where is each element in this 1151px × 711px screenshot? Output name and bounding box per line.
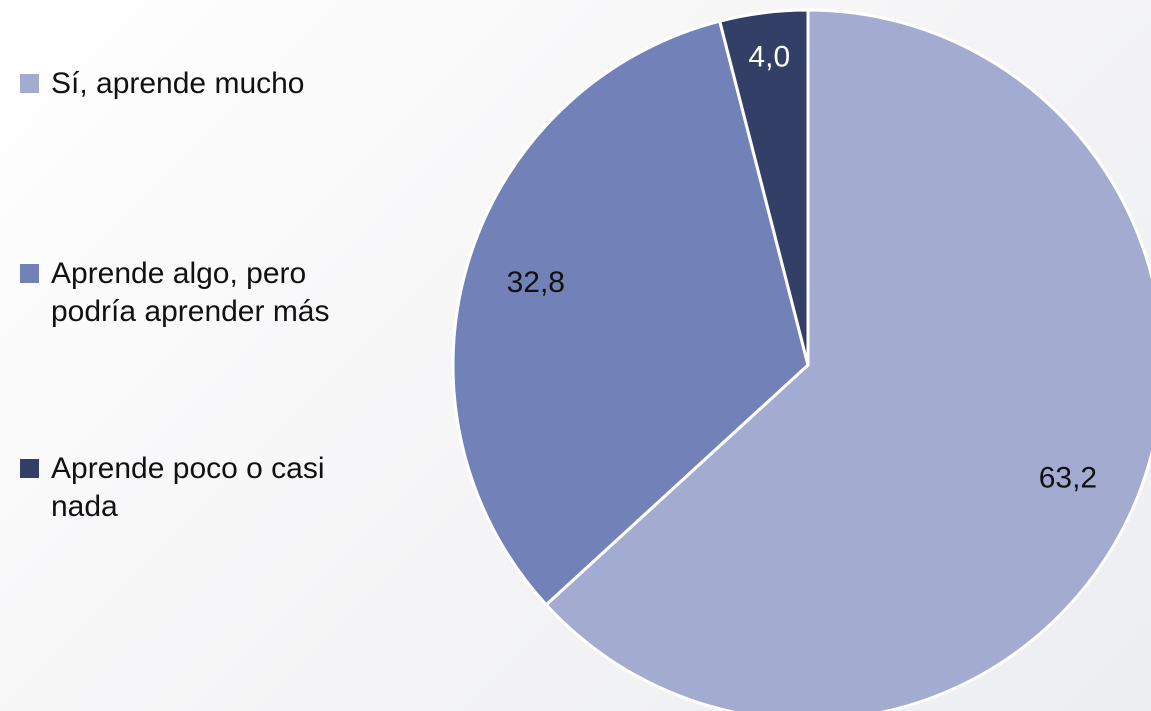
legend-label: Aprende poco o casi nada — [51, 452, 325, 523]
legend-label: Sí, aprende mucho — [51, 67, 305, 100]
data-label: 32,8 — [507, 266, 565, 299]
legend-item: Sí, aprende mucho — [20, 65, 331, 103]
legend-swatch — [20, 74, 39, 93]
data-label: 63,2 — [1039, 461, 1097, 494]
data-label: 4,0 — [748, 41, 790, 74]
legend-item: Aprende poco o casi nada — [20, 450, 331, 526]
legend-swatch — [20, 459, 39, 478]
legend-swatch — [20, 264, 39, 283]
pie-slice — [451, 19, 810, 607]
pie-slice — [717, 8, 810, 366]
legend-label: Aprende algo, pero podría aprender más — [51, 257, 330, 328]
legend-item: Aprende algo, pero podría aprender más — [20, 255, 331, 331]
